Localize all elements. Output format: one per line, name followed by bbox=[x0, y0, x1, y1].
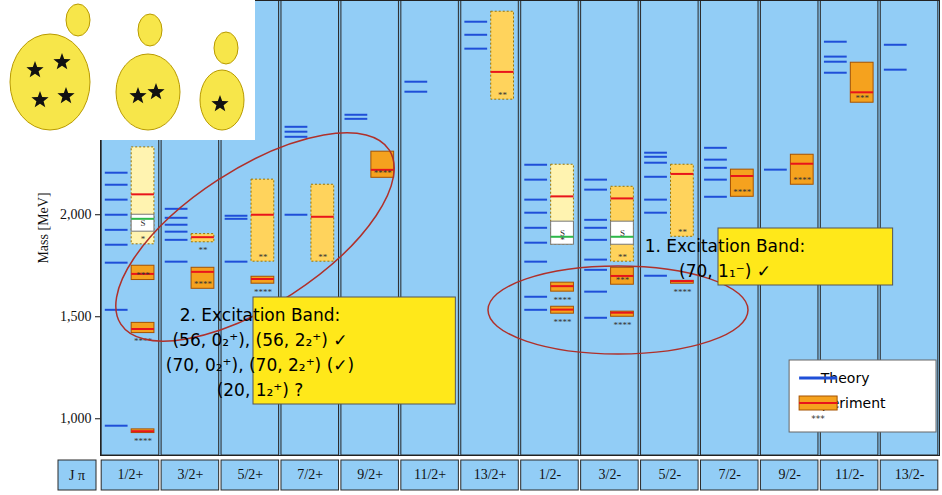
svg-text:Theory: Theory bbox=[820, 370, 870, 386]
svg-text:****: **** bbox=[374, 168, 393, 178]
svg-text:S: S bbox=[141, 218, 146, 228]
svg-text:(20, 1₂⁺) ?: (20, 1₂⁺) ? bbox=[217, 380, 304, 400]
svg-text:1/2-: 1/2- bbox=[539, 467, 562, 482]
svg-text:****: **** bbox=[254, 287, 273, 297]
svg-text:1/2+: 1/2+ bbox=[118, 467, 144, 482]
svg-text:Mass [MeV]: Mass [MeV] bbox=[36, 192, 51, 263]
svg-text:7/2-: 7/2- bbox=[718, 467, 741, 482]
svg-text:2,000: 2,000 bbox=[60, 207, 92, 222]
svg-text:****: **** bbox=[134, 436, 153, 446]
svg-text:3/2-: 3/2- bbox=[599, 467, 622, 482]
svg-text:13/2+: 13/2+ bbox=[474, 467, 507, 482]
svg-text:(70, 0₂⁺), (70, 2₂⁺) (✓): (70, 0₂⁺), (70, 2₂⁺) (✓) bbox=[166, 355, 354, 375]
svg-text:11/2-: 11/2- bbox=[835, 467, 864, 482]
svg-text:J π: J π bbox=[69, 468, 85, 483]
svg-text:****: **** bbox=[793, 175, 812, 185]
svg-text:**: ** bbox=[258, 252, 268, 262]
svg-text:11/2+: 11/2+ bbox=[414, 467, 446, 482]
svg-text:1,500: 1,500 bbox=[60, 309, 92, 324]
svg-text:***: *** bbox=[136, 270, 150, 280]
svg-text:**: ** bbox=[318, 252, 328, 262]
svg-text:****: **** bbox=[194, 279, 213, 289]
svg-text:3/2+: 3/2+ bbox=[177, 467, 203, 482]
svg-text:(56, 0₂⁺), (56, 2₂⁺) ✓: (56, 0₂⁺), (56, 2₂⁺) ✓ bbox=[172, 330, 347, 350]
svg-text:****: **** bbox=[613, 320, 632, 330]
svg-text:1. Excitation Band:: 1. Excitation Band: bbox=[645, 236, 806, 256]
svg-text:7/2+: 7/2+ bbox=[297, 467, 323, 482]
svg-text:13/2-: 13/2- bbox=[895, 467, 925, 482]
svg-text:****: **** bbox=[733, 187, 752, 197]
svg-text:****: **** bbox=[673, 287, 692, 297]
svg-text:Experiment: Experiment bbox=[804, 395, 886, 411]
svg-text:1,000: 1,000 bbox=[60, 411, 92, 426]
svg-text:**: ** bbox=[618, 252, 628, 262]
svg-text:9/2-: 9/2- bbox=[778, 467, 801, 482]
svg-text:****: **** bbox=[554, 317, 573, 327]
svg-text:S: S bbox=[560, 228, 565, 238]
svg-text:2. Excitation Band:: 2. Excitation Band: bbox=[180, 305, 341, 325]
svg-text:***: *** bbox=[616, 275, 630, 285]
svg-text:**: ** bbox=[498, 90, 508, 100]
svg-text:(70, 1₁⁻) ✓: (70, 1₁⁻) ✓ bbox=[679, 261, 771, 281]
svg-text:***: *** bbox=[811, 414, 825, 424]
svg-text:***: *** bbox=[855, 93, 869, 103]
svg-text:5/2-: 5/2- bbox=[659, 467, 682, 482]
svg-text:S: S bbox=[620, 228, 625, 238]
svg-text:****: **** bbox=[554, 295, 573, 305]
svg-text:9/2+: 9/2+ bbox=[357, 467, 383, 482]
svg-text:5/2+: 5/2+ bbox=[237, 467, 263, 482]
svg-text:**: ** bbox=[198, 245, 208, 255]
